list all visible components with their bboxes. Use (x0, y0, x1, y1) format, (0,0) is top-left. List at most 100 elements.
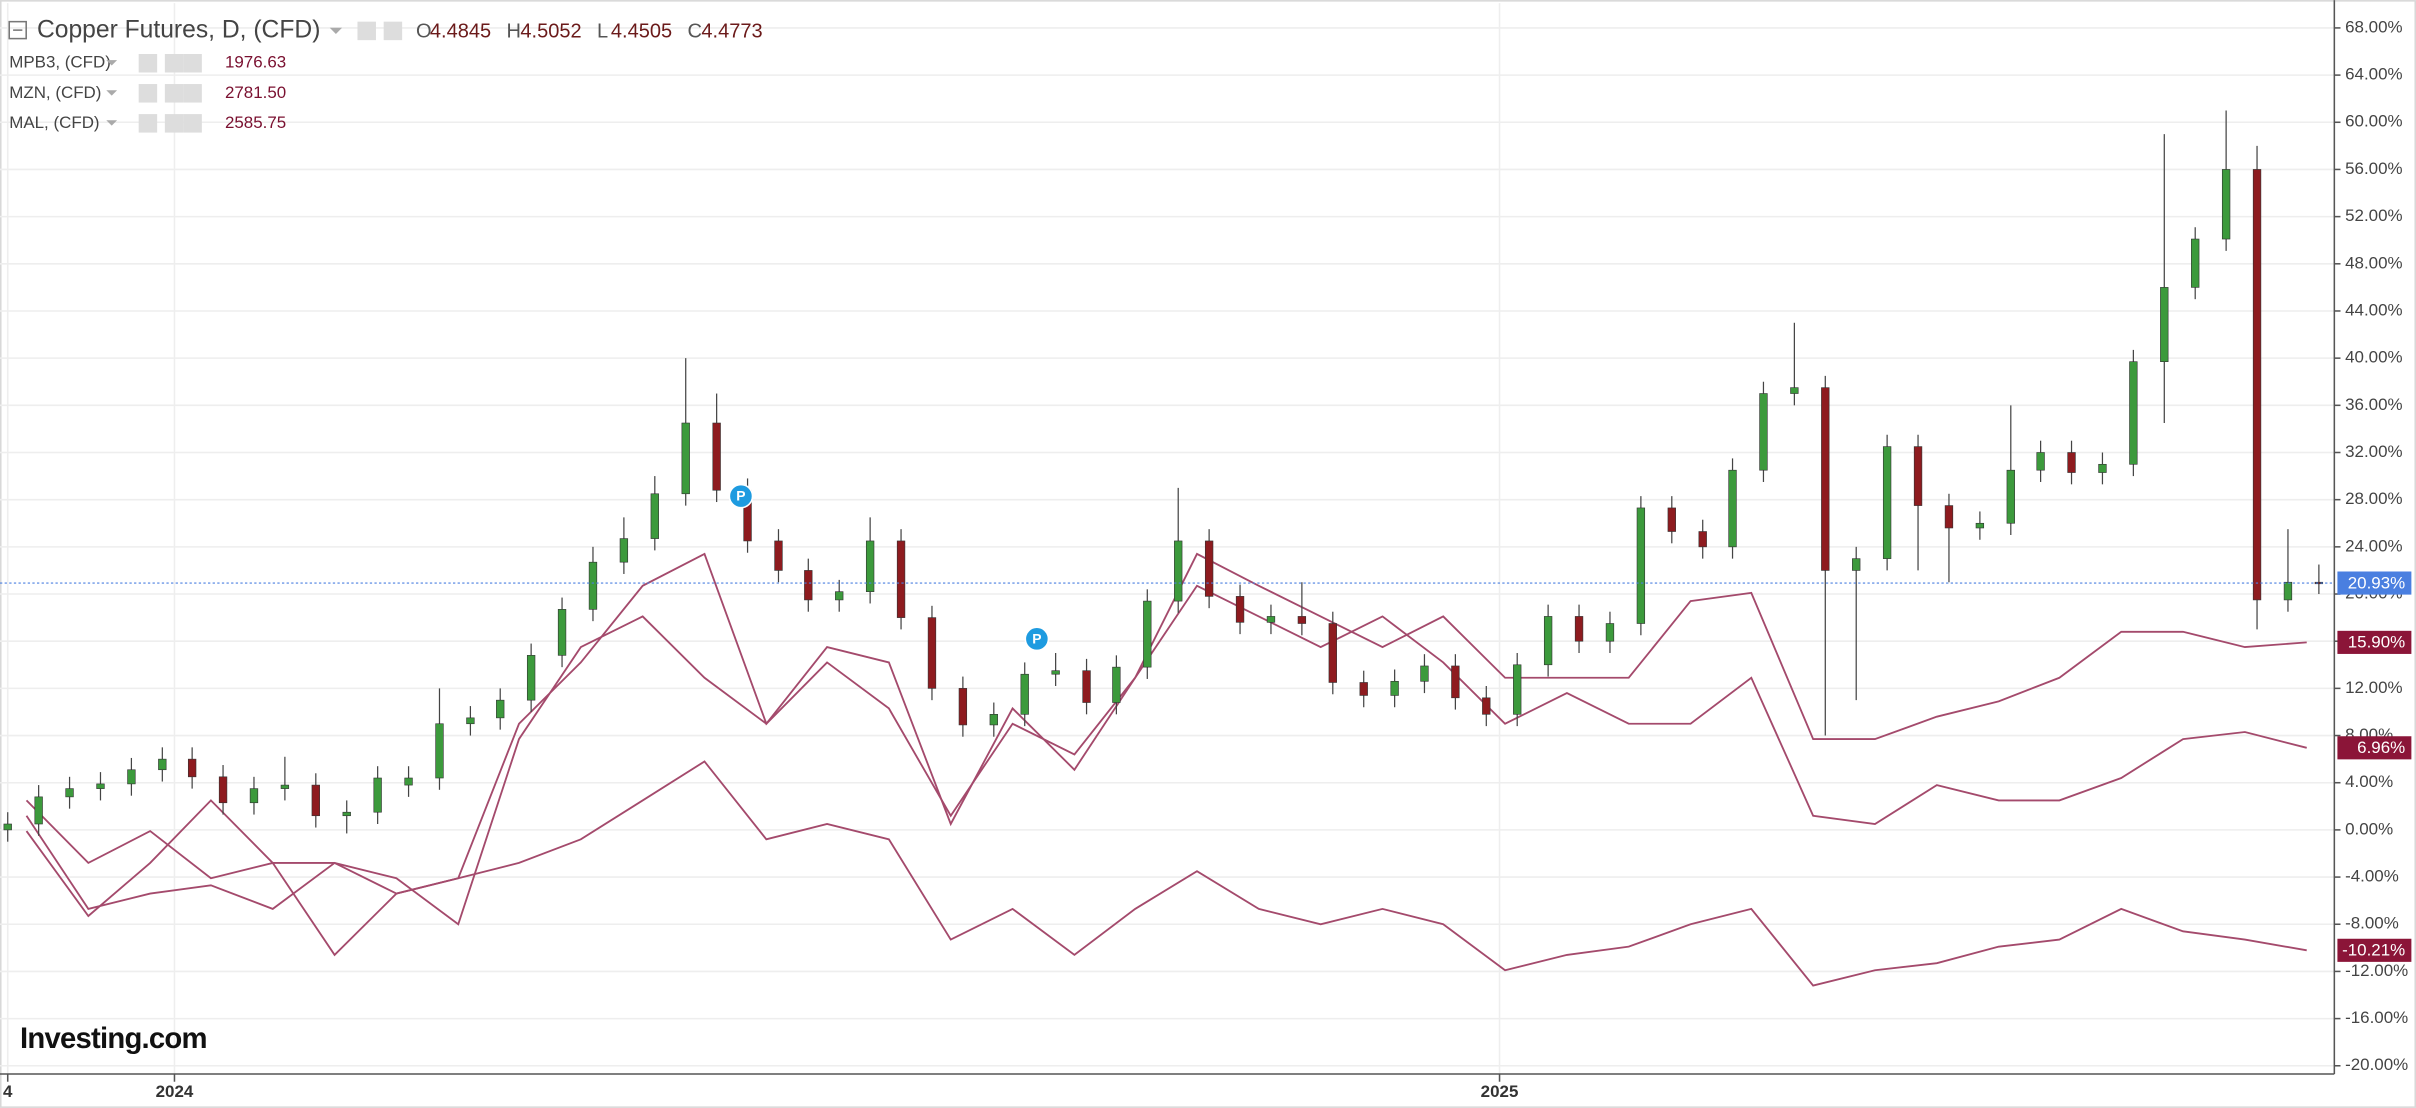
y-tick-label: -4.00% (2345, 867, 2399, 886)
candle-body (2098, 463, 2107, 473)
legend-value: 2781.50 (225, 83, 286, 102)
y-tick-label: 32.00% (2345, 442, 2402, 461)
dropdown-icon[interactable] (329, 27, 343, 34)
candle-body (989, 714, 998, 726)
candle-body (1636, 507, 1646, 624)
end-tag-label: 15.90% (2348, 633, 2405, 652)
series-icon[interactable] (164, 114, 184, 133)
candle-body (896, 540, 906, 618)
end-tag-label: 20.93% (2348, 573, 2405, 592)
candle-body (1020, 673, 1029, 715)
series-icon[interactable] (138, 114, 158, 133)
candle-body (2252, 169, 2262, 601)
legend-value: 2585.75 (225, 113, 286, 132)
ohlc-value: 4.5052 (520, 21, 581, 43)
y-tick-label: 48.00% (2345, 253, 2402, 272)
legend-name: MAL, (CFD) (9, 113, 99, 132)
end-tag (2337, 571, 2412, 595)
candle-body (804, 570, 813, 601)
y-tick-label: 68.00% (2345, 17, 2402, 36)
end-tag (2337, 630, 2412, 654)
candle-body (2160, 287, 2169, 362)
y-tick-label: 52.00% (2345, 206, 2402, 225)
grid (0, 3, 2335, 1075)
y-tick-label: 40.00% (2345, 348, 2402, 367)
comparison-line (25, 584, 2307, 926)
candle-body (2221, 169, 2231, 240)
candle-body (187, 758, 197, 778)
candle-body (1082, 670, 1091, 703)
series-icon[interactable] (138, 54, 158, 73)
series-icon[interactable] (164, 84, 184, 103)
candle-body (2067, 452, 2076, 473)
candle-body (1605, 623, 1615, 642)
candle-body (835, 591, 844, 601)
series-icon[interactable] (183, 114, 202, 133)
dropdown-icon[interactable] (106, 120, 118, 126)
candle-body (342, 811, 351, 817)
end-tag-label: 6.96% (2357, 738, 2405, 757)
candle-body (2283, 581, 2293, 601)
x-tick-label: 4 (3, 1082, 13, 1101)
y-tick-label: -12.00% (2345, 961, 2408, 980)
collapse-icon[interactable] (8, 20, 27, 40)
candle-body (1297, 616, 1307, 624)
series-icon[interactable] (164, 54, 184, 73)
candle-body (158, 758, 167, 771)
dropdown-icon[interactable] (106, 90, 118, 96)
candle-body (958, 688, 968, 726)
series-icon[interactable] (183, 84, 202, 103)
y-tick-label: 12.00% (2345, 678, 2402, 697)
candle-body (1051, 670, 1060, 675)
legend: Copper Futures, D, (CFD) O4.4845 H 4.5052 L… (8, 16, 763, 133)
candle-body (1174, 540, 1183, 602)
candle-body (1328, 623, 1337, 683)
candle-body (865, 540, 875, 592)
candle-body (1574, 616, 1584, 642)
legend-name: MZN, (CFD) (9, 83, 101, 102)
candle-body (311, 784, 320, 817)
x-tick-label: 2025 (1481, 1082, 1519, 1101)
ohlc-value: 4.4773 (701, 21, 762, 43)
event-marker[interactable] (1024, 626, 1050, 652)
candle-body (1112, 666, 1121, 703)
ohlc-name: H (507, 21, 521, 43)
dropdown-icon[interactable] (106, 60, 118, 66)
candle-body (1451, 665, 1460, 699)
candle-body (1513, 664, 1522, 715)
event-marker[interactable] (728, 483, 754, 509)
y-tick-label: 24.00% (2345, 536, 2402, 555)
candle-body (2006, 469, 2015, 524)
candle-body (435, 723, 444, 779)
candle-body (1482, 697, 1491, 715)
settings-icon[interactable] (357, 21, 376, 41)
candle-body (96, 783, 105, 789)
candle-body (1852, 558, 1861, 571)
candle-body (2036, 452, 2045, 471)
candle-body (588, 561, 598, 610)
candle-body (1359, 682, 1368, 696)
plot-area: PP (0, 110, 2335, 987)
series-icon[interactable] (183, 54, 202, 73)
candle-body (280, 784, 290, 789)
y-tick-label: 56.00% (2345, 159, 2402, 178)
event-label: P (736, 488, 745, 504)
end-tag (2337, 938, 2412, 962)
candle-body (1143, 600, 1152, 668)
candle-body (1944, 505, 1954, 529)
candle-body (557, 609, 567, 656)
series-icon[interactable] (138, 84, 158, 103)
candle-body (681, 422, 690, 495)
candle-body (1543, 616, 1553, 666)
comparison-line (25, 760, 2307, 987)
y-tick-label: 28.00% (2345, 489, 2402, 508)
candle-body (496, 699, 505, 719)
settings-icon[interactable] (383, 21, 403, 41)
candle-body (34, 796, 43, 825)
candle-body (404, 777, 413, 786)
end-tag-label: -10.21% (2342, 941, 2405, 960)
chart-title: Copper Futures, D, (CFD) (37, 16, 320, 43)
legend-name: MPB3, (CFD) (9, 53, 111, 72)
candle-body (3, 823, 12, 831)
y-tick-label: 64.00% (2345, 65, 2402, 84)
